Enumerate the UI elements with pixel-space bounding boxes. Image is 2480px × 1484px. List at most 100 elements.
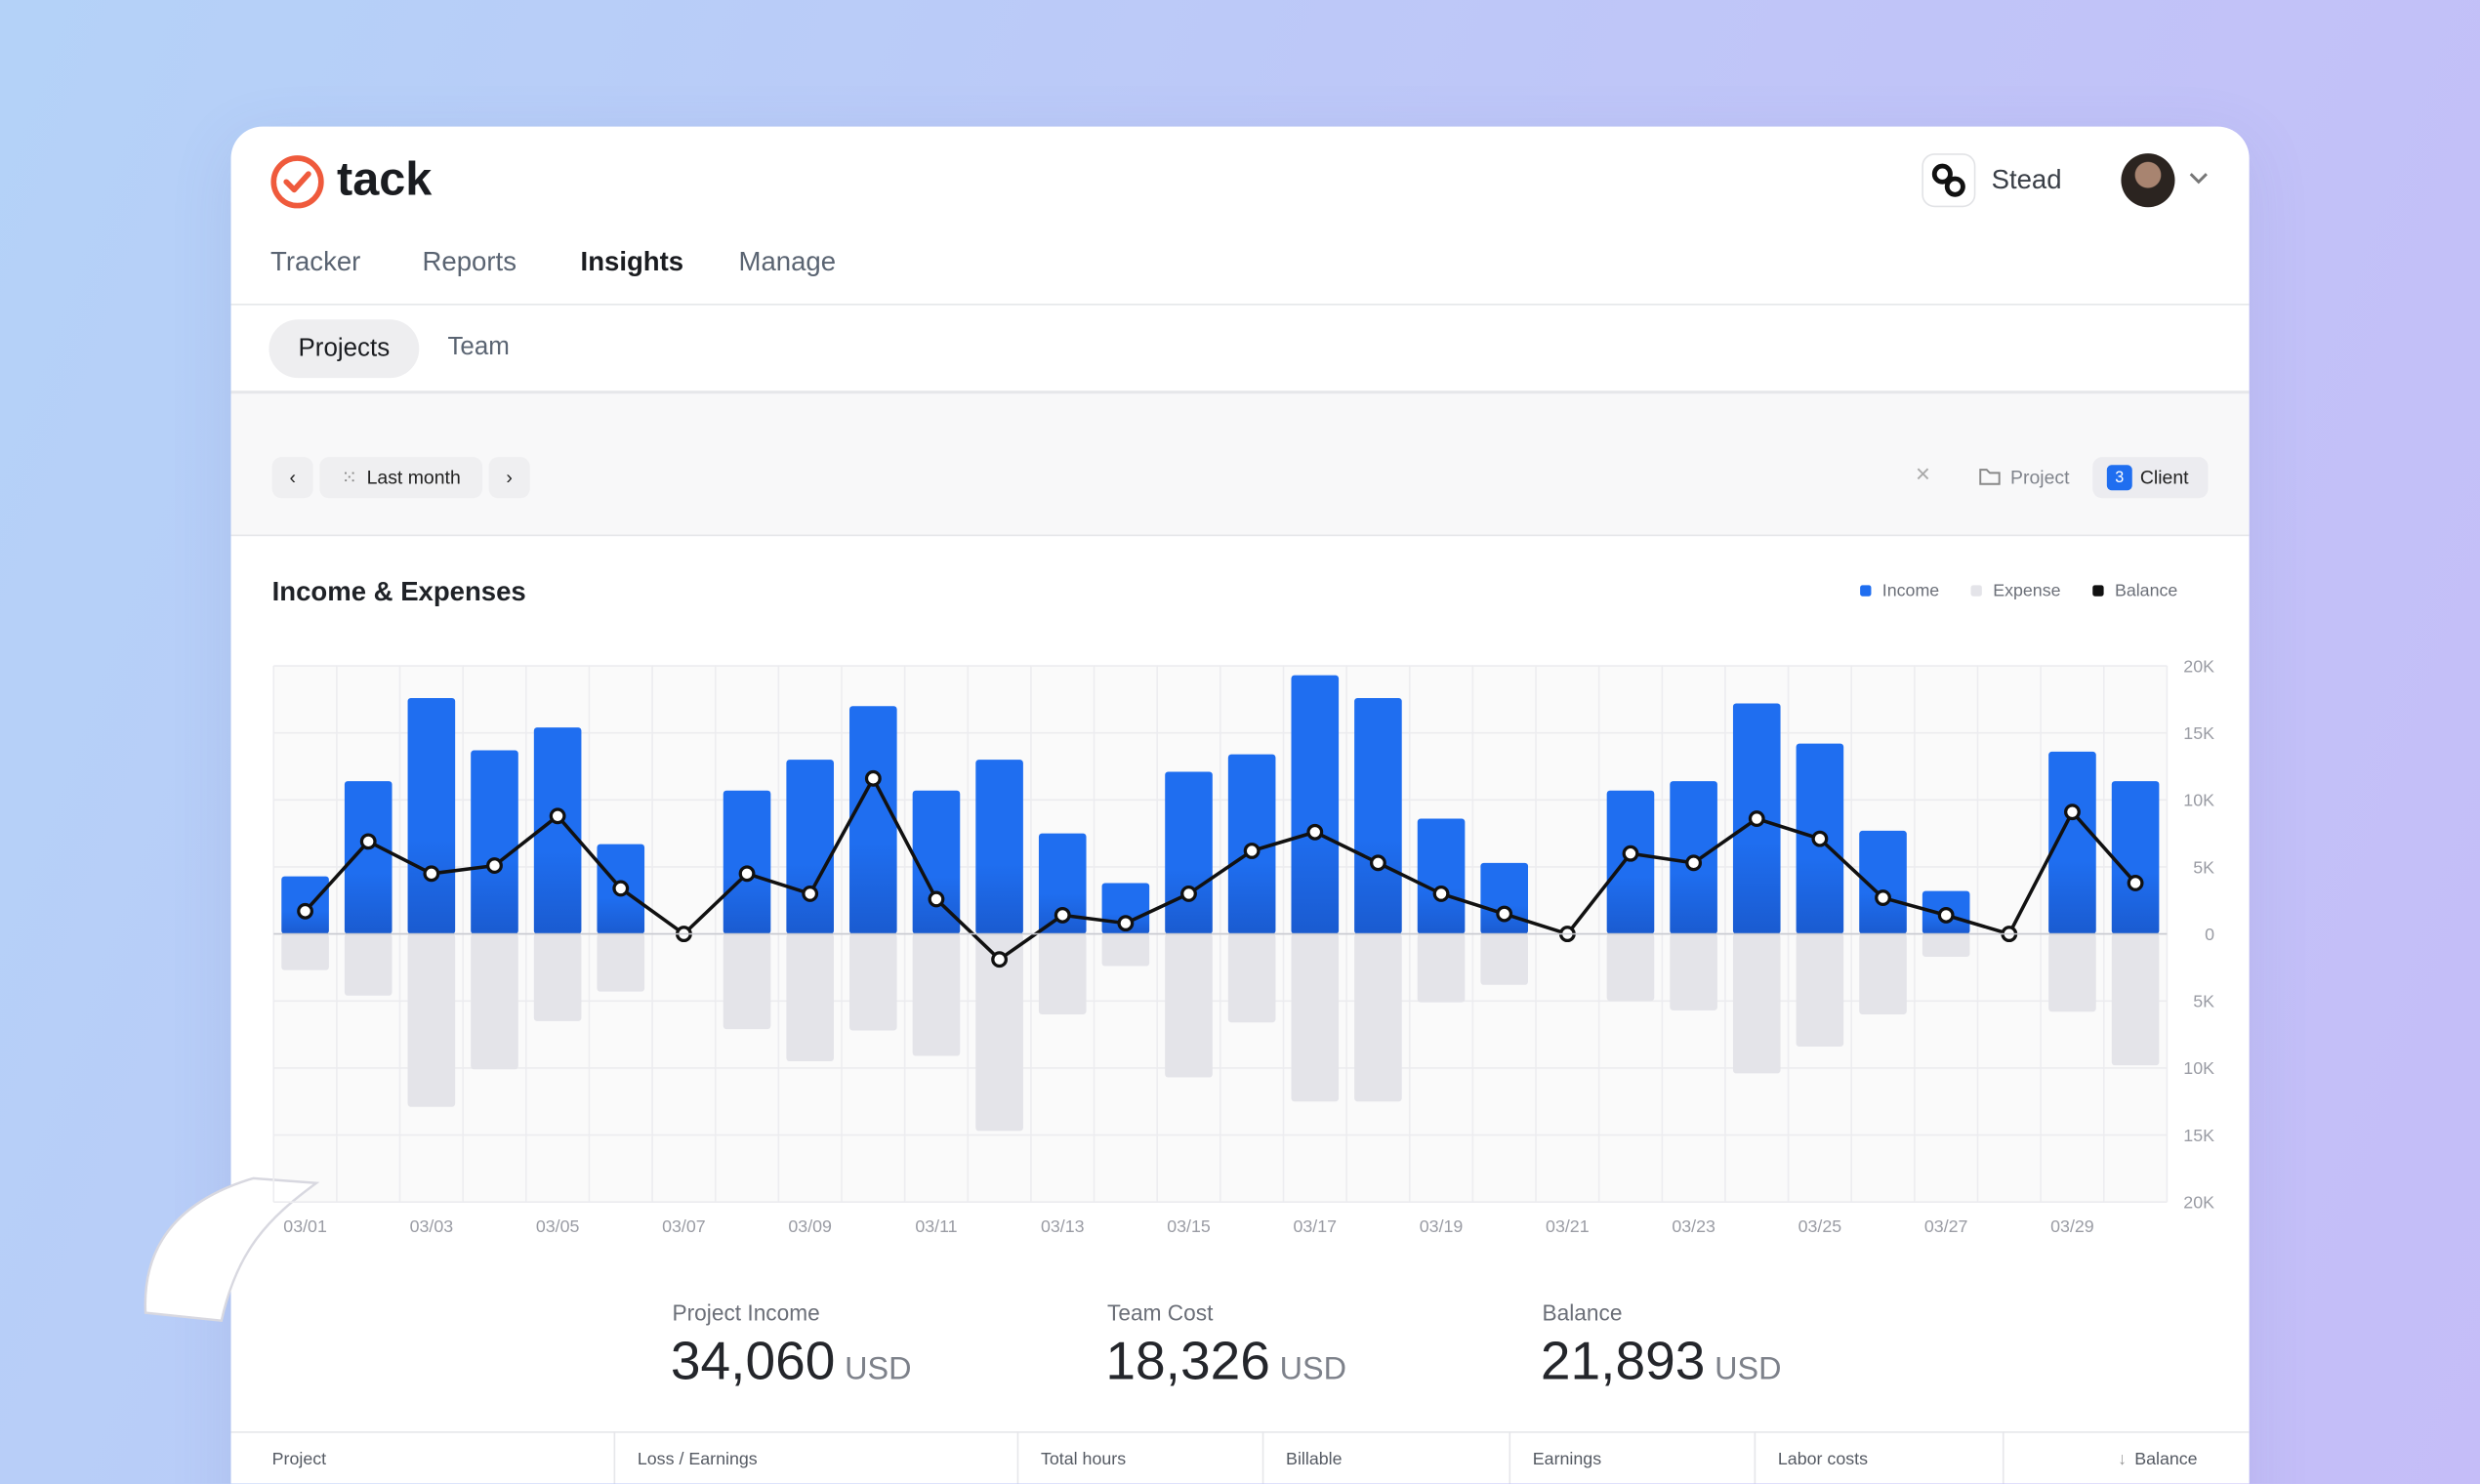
stat-unit: USD bbox=[845, 1352, 912, 1387]
expense-bar bbox=[407, 933, 456, 1107]
sort-icon: ↓ bbox=[2118, 1450, 2128, 1469]
page-curl bbox=[144, 1176, 320, 1323]
workspace-name[interactable]: Stead bbox=[1991, 164, 2062, 195]
chart-title: Income & Expenses bbox=[272, 576, 526, 606]
column-header[interactable]: ↓ Balance bbox=[2118, 1451, 2197, 1469]
x-tick-label: 03/05 bbox=[536, 1216, 580, 1236]
balance-point bbox=[1685, 854, 1703, 872]
legend-swatch bbox=[1970, 585, 1982, 597]
expense-bar bbox=[1606, 933, 1655, 1002]
stat-unit: USD bbox=[1715, 1352, 1782, 1387]
expense-bar bbox=[849, 933, 897, 1031]
balance-point bbox=[1117, 915, 1135, 932]
balance-point bbox=[2064, 804, 2081, 821]
balance-point bbox=[1054, 906, 1071, 924]
income-bar bbox=[344, 781, 393, 934]
column-header[interactable]: Labor costs bbox=[1777, 1450, 1869, 1469]
balance-point bbox=[1937, 906, 1955, 924]
balance-point bbox=[738, 865, 756, 883]
income-bar bbox=[2048, 751, 2096, 934]
nav-item-active[interactable]: Insights bbox=[580, 246, 684, 277]
filter-bar bbox=[230, 393, 2250, 535]
next-button[interactable]: › bbox=[488, 457, 530, 499]
stat-unit: USD bbox=[1279, 1352, 1346, 1387]
legend-label: Expense bbox=[1993, 581, 2060, 600]
workspace-glyph bbox=[1931, 163, 1965, 197]
income-bar bbox=[471, 750, 518, 934]
income-bar bbox=[407, 697, 456, 934]
income-bar bbox=[786, 760, 834, 934]
balance-point bbox=[359, 833, 377, 850]
balance-point bbox=[864, 769, 882, 787]
avatar[interactable] bbox=[2121, 153, 2175, 208]
column-separator bbox=[613, 1431, 616, 1484]
stat-number: 21,893 bbox=[1540, 1332, 1706, 1392]
stat-value: 18,326 USD bbox=[1105, 1332, 1346, 1393]
nav-item[interactable]: Manage bbox=[738, 246, 837, 277]
balance-point bbox=[612, 880, 630, 897]
expense-bar bbox=[2111, 933, 2160, 1066]
expense-bar bbox=[1732, 933, 1781, 1074]
y-tick-label: 10K bbox=[2183, 1058, 2214, 1078]
client-filter[interactable]: 3 Client bbox=[2092, 457, 2209, 499]
tab-active[interactable]: Projects bbox=[269, 319, 420, 379]
x-tick-label: 03/25 bbox=[1798, 1216, 1842, 1236]
income-bar bbox=[1291, 675, 1340, 934]
balance-point bbox=[1432, 885, 1450, 902]
column-header[interactable]: Project bbox=[271, 1450, 327, 1469]
y-tick-label: 20K bbox=[2183, 656, 2214, 676]
income-bar bbox=[533, 727, 582, 934]
column-header[interactable]: Loss / Earnings bbox=[637, 1450, 758, 1469]
balance-point bbox=[1496, 905, 1513, 923]
legend-label: Balance bbox=[2115, 581, 2177, 600]
expense-bar bbox=[1480, 933, 1529, 985]
grid-icon: ⁙ bbox=[341, 466, 357, 489]
expense-bar bbox=[1417, 933, 1466, 1003]
x-tick-label: 03/29 bbox=[2050, 1216, 2094, 1236]
stat-number: 18,326 bbox=[1105, 1332, 1270, 1392]
period-button[interactable]: ⁙ Last month bbox=[319, 457, 483, 499]
balance-line bbox=[304, 776, 2137, 962]
income-bar bbox=[2111, 781, 2160, 934]
chevron[interactable] bbox=[2187, 169, 2210, 187]
prev-button[interactable]: ‹ bbox=[271, 457, 313, 499]
balance-point bbox=[1875, 889, 1891, 906]
y-tick-label: 5K bbox=[2193, 992, 2214, 1011]
x-tick-label: 03/13 bbox=[1041, 1216, 1085, 1236]
column-header[interactable]: Earnings bbox=[1532, 1450, 1602, 1469]
clear-button[interactable]: × bbox=[1915, 462, 1930, 489]
expense-bar bbox=[1354, 933, 1402, 1102]
brand: tack bbox=[337, 153, 433, 206]
tab[interactable]: Team bbox=[447, 333, 510, 361]
logo-icon bbox=[270, 155, 324, 209]
expense-bar bbox=[1101, 933, 1150, 967]
income-bar bbox=[1480, 862, 1529, 934]
nav-item[interactable]: Tracker bbox=[270, 246, 361, 277]
expense-bar bbox=[1038, 933, 1087, 1014]
workspace-icon[interactable] bbox=[1922, 153, 1976, 208]
income-bar bbox=[912, 790, 961, 934]
x-tick-label: 03/15 bbox=[1167, 1216, 1211, 1236]
legend-swatch bbox=[2092, 585, 2104, 597]
column-separator bbox=[1016, 1431, 1019, 1484]
stat-value: 34,060 USD bbox=[671, 1332, 912, 1393]
expense-bar bbox=[1859, 933, 1907, 1014]
income-bar bbox=[1859, 830, 1907, 934]
column-separator bbox=[1754, 1431, 1757, 1484]
income-bar bbox=[1354, 697, 1402, 934]
nav-item[interactable]: Reports bbox=[422, 246, 517, 277]
client-label: Client bbox=[2139, 466, 2189, 489]
balance-point bbox=[297, 902, 314, 920]
balance-point bbox=[1243, 843, 1261, 859]
column-separator bbox=[2002, 1431, 2005, 1484]
expense-bar bbox=[2048, 933, 2096, 1012]
project-filter[interactable]: Project bbox=[2010, 466, 2070, 489]
column-header[interactable]: Billable bbox=[1286, 1450, 1343, 1469]
expense-bar bbox=[1291, 933, 1340, 1102]
column-separator bbox=[1261, 1431, 1264, 1484]
column-header[interactable]: Total hours bbox=[1040, 1450, 1127, 1469]
income-bar bbox=[1417, 818, 1466, 934]
balance-point bbox=[1748, 810, 1765, 827]
stat-label: Team Cost bbox=[1107, 1299, 1214, 1326]
